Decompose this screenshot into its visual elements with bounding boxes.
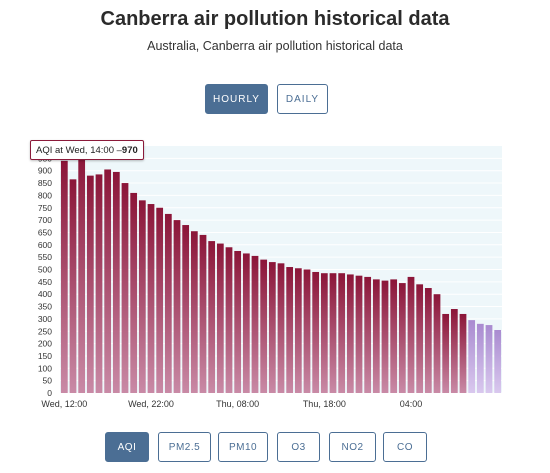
bar-tooltip: AQI at Wed, 14:00 – 970 xyxy=(30,140,144,160)
tooltip-prefix: AQI at Wed, 14:00 – xyxy=(36,144,122,156)
aqi-bar[interactable] xyxy=(173,220,181,393)
aqi-bar[interactable] xyxy=(199,234,207,393)
aqi-bar[interactable] xyxy=(208,241,216,393)
aqi-bar[interactable] xyxy=(303,269,311,394)
aqi-bar[interactable] xyxy=(433,294,441,393)
aqi-bar[interactable] xyxy=(130,192,138,393)
aqi-bar[interactable] xyxy=(450,309,458,393)
aqi-bar[interactable] xyxy=(286,267,294,393)
page-subtitle: Australia, Canberra air pollution histor… xyxy=(147,39,403,53)
y-tick-label: 750 xyxy=(38,203,52,213)
aqi-bar[interactable] xyxy=(416,284,424,393)
aqi-bar-chart: 0 50 100 150 200 250 300 350 400 450 500 550 600 650 7… xyxy=(38,146,502,409)
x-tick-label: Thu, 08:00 xyxy=(216,399,259,409)
forecast-bar[interactable] xyxy=(485,325,493,393)
aqi-bar[interactable] xyxy=(398,283,406,393)
y-tick-label: 450 xyxy=(38,277,52,287)
co-button[interactable]: CO xyxy=(383,432,427,462)
aqi-bar[interactable] xyxy=(234,250,242,393)
aqi-bar[interactable] xyxy=(390,279,398,393)
y-tick-label: 0 xyxy=(47,388,52,398)
x-tick-label: Wed, 22:00 xyxy=(128,399,174,409)
y-tick-label: 400 xyxy=(38,289,52,299)
y-tick-label: 50 xyxy=(43,376,53,386)
y-tick-label: 500 xyxy=(38,265,52,275)
x-tick-label: Thu, 18:00 xyxy=(303,399,346,409)
y-tick-label: 700 xyxy=(38,215,52,225)
aqi-bar[interactable] xyxy=(112,171,120,393)
aqi-bar[interactable] xyxy=(182,225,190,393)
aqi-button[interactable]: AQI xyxy=(105,432,149,462)
no2-button[interactable]: NO2 xyxy=(329,432,376,462)
pm25-button[interactable]: PM2.5 xyxy=(158,432,211,462)
aqi-bar[interactable] xyxy=(442,313,450,393)
aqi-bar[interactable] xyxy=(156,207,164,393)
x-tick-label: 04:00 xyxy=(400,399,423,409)
y-tick-label: 850 xyxy=(38,178,52,188)
y-tick-label: 200 xyxy=(38,339,52,349)
aqi-bar[interactable] xyxy=(338,273,346,393)
aqi-bar[interactable] xyxy=(86,175,94,393)
aqi-bar[interactable] xyxy=(60,160,68,393)
y-tick-label: 150 xyxy=(38,351,52,361)
aqi-bar[interactable] xyxy=(104,169,112,393)
y-tick-label: 650 xyxy=(38,227,52,237)
aqi-bar[interactable] xyxy=(242,253,250,393)
aqi-bar[interactable] xyxy=(459,313,467,393)
aqi-bar[interactable] xyxy=(164,213,172,393)
aqi-bar[interactable] xyxy=(225,247,233,393)
aqi-bar[interactable] xyxy=(346,274,354,393)
aqi-bar[interactable] xyxy=(69,179,77,393)
aqi-bar[interactable] xyxy=(190,231,198,393)
x-tick-label: Wed, 12:00 xyxy=(41,399,87,409)
y-tick-label: 100 xyxy=(38,363,52,373)
aqi-bar[interactable] xyxy=(372,279,380,393)
aqi-bar[interactable] xyxy=(424,288,432,393)
aqi-bar[interactable] xyxy=(138,200,146,393)
y-tick-label: 600 xyxy=(38,240,52,250)
y-tick-label: 300 xyxy=(38,314,52,324)
aqi-bar[interactable] xyxy=(277,263,285,393)
aqi-bar[interactable] xyxy=(260,259,268,393)
aqi-bar[interactable] xyxy=(294,268,302,393)
aqi-bar[interactable] xyxy=(329,273,337,393)
y-tick-label: 900 xyxy=(38,166,52,176)
aqi-bar[interactable] xyxy=(95,174,103,393)
aqi-bar[interactable] xyxy=(251,255,259,393)
pm10-button[interactable]: PM10 xyxy=(218,432,268,462)
aqi-bar[interactable] xyxy=(312,271,320,393)
forecast-bar[interactable] xyxy=(468,320,476,393)
y-tick-label: 550 xyxy=(38,252,52,262)
forecast-bar[interactable] xyxy=(476,323,484,393)
forecast-bar[interactable] xyxy=(494,330,502,393)
y-tick-label: 350 xyxy=(38,302,52,312)
y-tick-label: 250 xyxy=(38,326,52,336)
o3-button[interactable]: O3 xyxy=(277,432,320,462)
daily-toggle-button[interactable]: DAILY xyxy=(277,84,328,114)
tooltip-value: 970 xyxy=(121,144,138,156)
aqi-bar[interactable] xyxy=(121,183,129,393)
page-title: Canberra air pollution historical data xyxy=(100,8,450,30)
aqi-bar[interactable] xyxy=(320,273,328,393)
aqi-bar[interactable] xyxy=(355,275,363,393)
aqi-bar[interactable] xyxy=(147,204,155,393)
aqi-bar[interactable] xyxy=(364,276,372,393)
hourly-toggle-button[interactable]: HOURLY xyxy=(205,84,268,114)
y-tick-label: 800 xyxy=(38,190,52,200)
aqi-bar[interactable] xyxy=(407,276,415,393)
aqi-bar[interactable] xyxy=(268,262,276,393)
aqi-bar[interactable] xyxy=(78,153,86,393)
aqi-bar[interactable] xyxy=(381,280,389,393)
aqi-bar[interactable] xyxy=(216,243,224,393)
